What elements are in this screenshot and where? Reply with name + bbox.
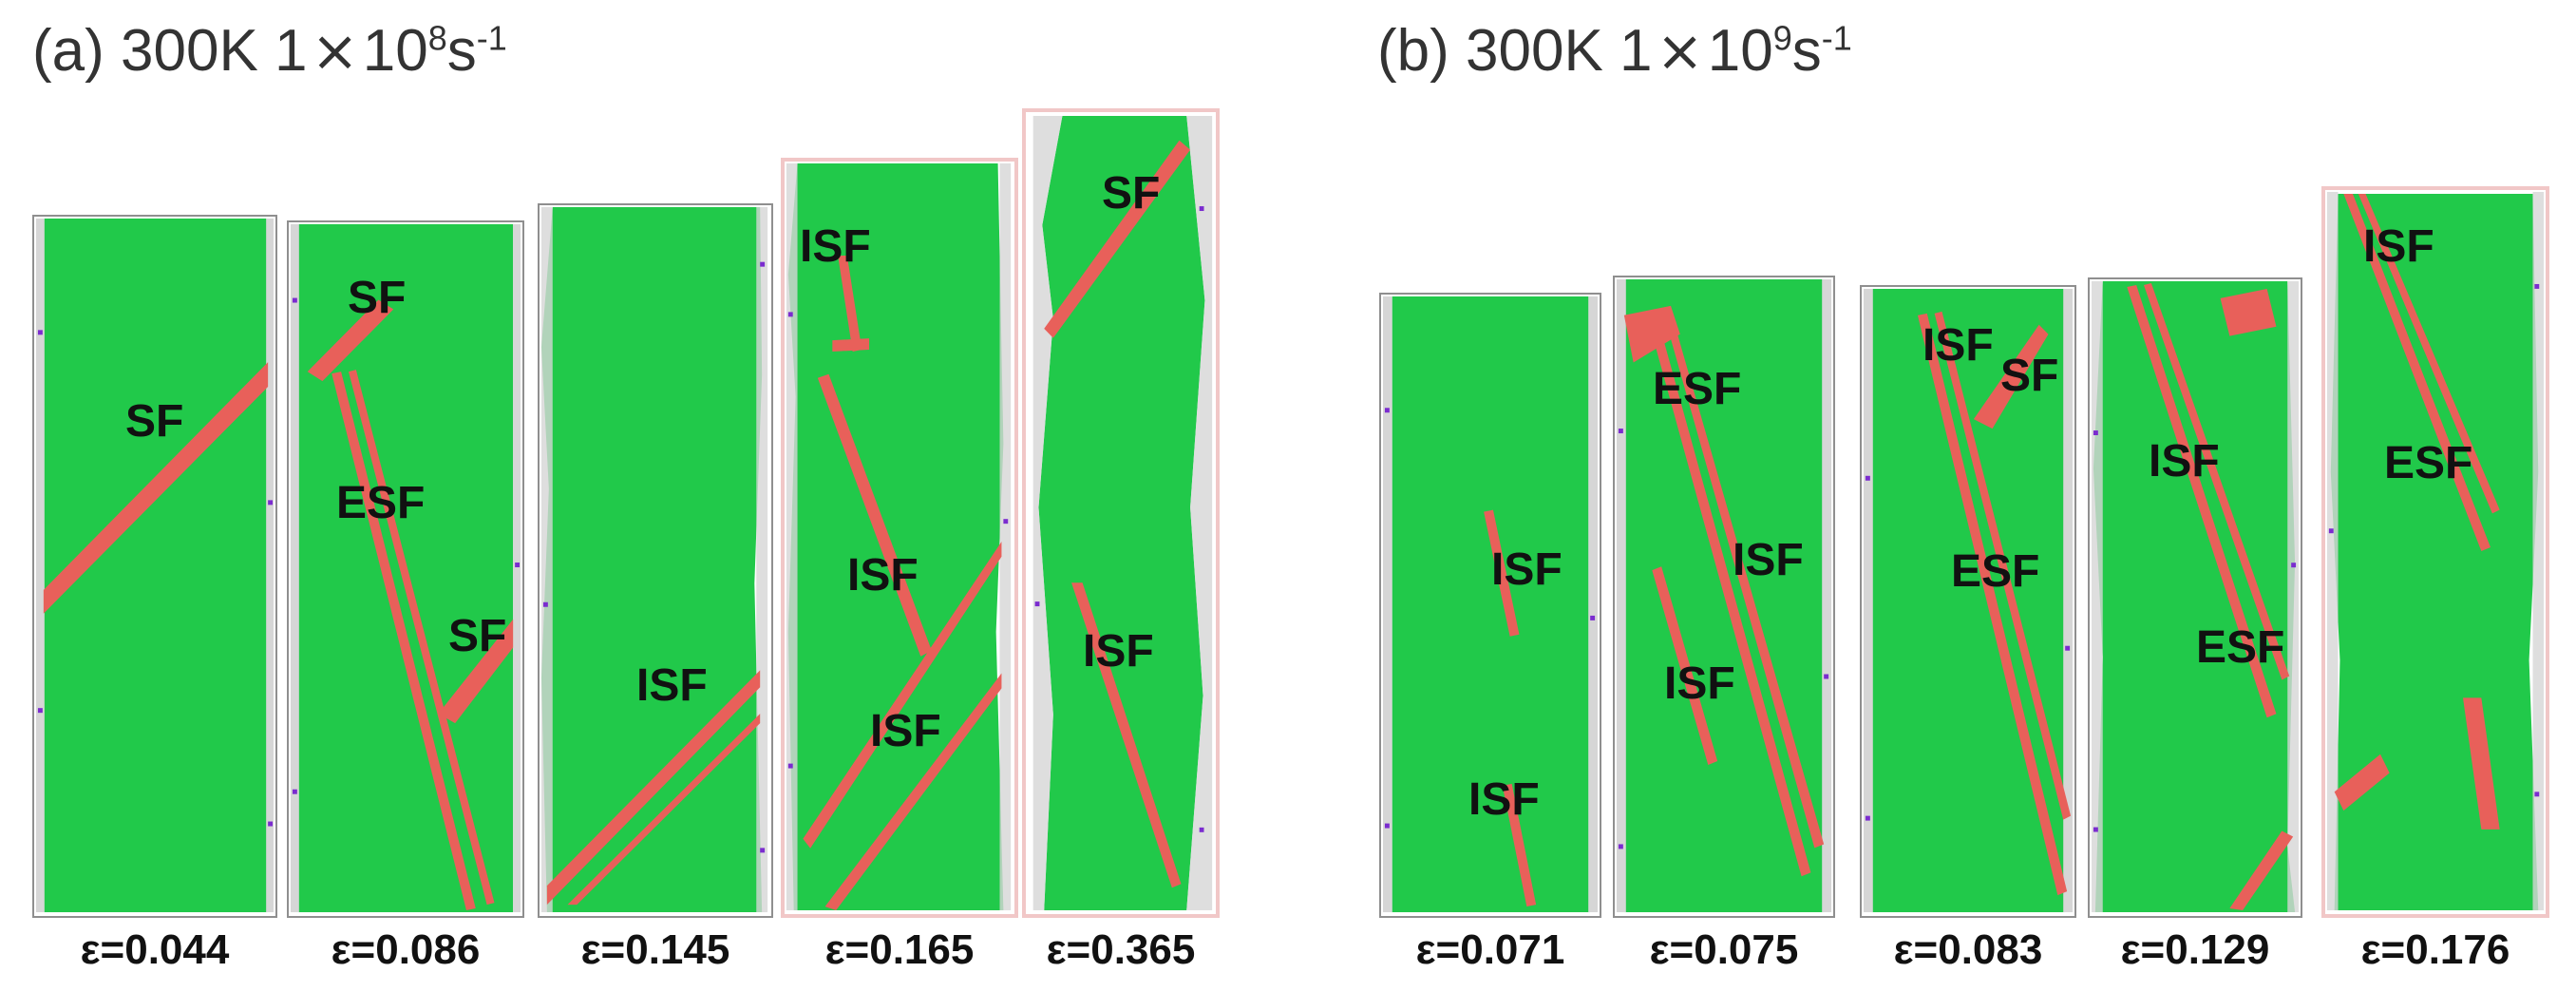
fault-label: ISF — [1733, 535, 1804, 585]
snapshot-b1: ISF ISF — [1379, 293, 1601, 918]
strain-label-b3: ε=0.083 — [1893, 926, 2043, 973]
fault-label: ESF — [2384, 438, 2473, 488]
fault-label: ISF — [800, 221, 871, 272]
panel-a-title: (a) 300K 1×108s-1 — [32, 17, 507, 85]
strain-label-b1: ε=0.071 — [1415, 926, 1565, 973]
strain-label-b4: ε=0.129 — [2120, 926, 2270, 973]
strain-label-b5: ε=0.176 — [2360, 926, 2510, 973]
atom-configuration-b1 — [1382, 296, 1599, 913]
fault-label: SF — [1102, 168, 1161, 219]
strain-label-a2: ε=0.086 — [331, 926, 481, 973]
atom-configuration-b4 — [2091, 280, 2300, 913]
panel-b-unit: s — [1791, 18, 1822, 84]
fault-label: ESF — [2196, 622, 2285, 673]
times-symbol: × — [311, 18, 359, 85]
fault-label: SF — [125, 396, 184, 447]
snapshot-b4: ISF ESF — [2088, 277, 2302, 918]
times-symbol: × — [1656, 18, 1704, 85]
snapshot-b2: ESF ISF ISF — [1613, 276, 1835, 918]
atom-configuration-a3 — [540, 206, 768, 913]
atom-configuration-a1 — [35, 218, 275, 913]
strain-label-b2: ε=0.075 — [1649, 926, 1799, 973]
fault-label: ISF — [2149, 436, 2220, 486]
fault-label: ISF — [1664, 658, 1735, 709]
snapshot-a3: ISF — [538, 203, 773, 918]
strain-label-a3: ε=0.145 — [580, 926, 730, 973]
fault-label: ISF — [870, 706, 941, 756]
snapshot-b5: ISF ESF — [2321, 186, 2549, 918]
atom-configuration-a4 — [786, 162, 1012, 911]
fault-label: ISF — [636, 660, 708, 711]
fault-label: ISF — [2363, 221, 2434, 272]
fault-label: ISF — [847, 550, 919, 601]
panel-b-exponent: 9 — [1772, 18, 1792, 58]
panel-a-unit: s — [446, 18, 477, 84]
panel-b-title-prefix: (b) 300K 1 — [1377, 18, 1653, 84]
snapshot-a1: SF — [32, 215, 277, 918]
panel-b-base: 10 — [1707, 18, 1773, 84]
panel-b-unit-exponent: -1 — [1821, 18, 1852, 58]
atom-configuration-b2 — [1616, 278, 1832, 913]
panel-a-title-prefix: (a) 300K 1 — [32, 18, 308, 84]
fault-label: ESF — [336, 478, 426, 528]
fault-label: SF — [2000, 351, 2059, 401]
atom-configuration-b3 — [1863, 288, 2074, 913]
fault-label: SF — [448, 611, 507, 661]
strain-label-a4: ε=0.165 — [824, 926, 975, 973]
snapshot-a5: SF ISF — [1022, 108, 1220, 918]
strain-label-a5: ε=0.365 — [1046, 926, 1196, 973]
fault-label: ISF — [1468, 774, 1540, 825]
fault-label: ESF — [1653, 364, 1742, 414]
atom-configuration-b5 — [2326, 191, 2545, 911]
snapshot-a2: SF ESF SF — [287, 220, 524, 918]
atom-configuration-a5 — [1032, 115, 1213, 911]
atom-configuration-a2 — [290, 223, 521, 913]
strain-label-a1: ε=0.044 — [80, 926, 230, 973]
panel-a-base: 10 — [362, 18, 428, 84]
panel-b-title: (b) 300K 1×109s-1 — [1377, 17, 1852, 85]
fault-label: ISF — [1923, 320, 1994, 371]
snapshot-b3: ISF SF ESF — [1860, 285, 2076, 918]
fault-label: SF — [348, 273, 407, 323]
fault-label: ISF — [1083, 626, 1154, 677]
fault-label: ESF — [1951, 546, 2040, 597]
snapshot-a4: ISF ISF ISF — [781, 158, 1018, 918]
panel-a-exponent: 8 — [427, 18, 447, 58]
fault-label: ISF — [1491, 544, 1563, 595]
panel-a-unit-exponent: -1 — [476, 18, 507, 58]
